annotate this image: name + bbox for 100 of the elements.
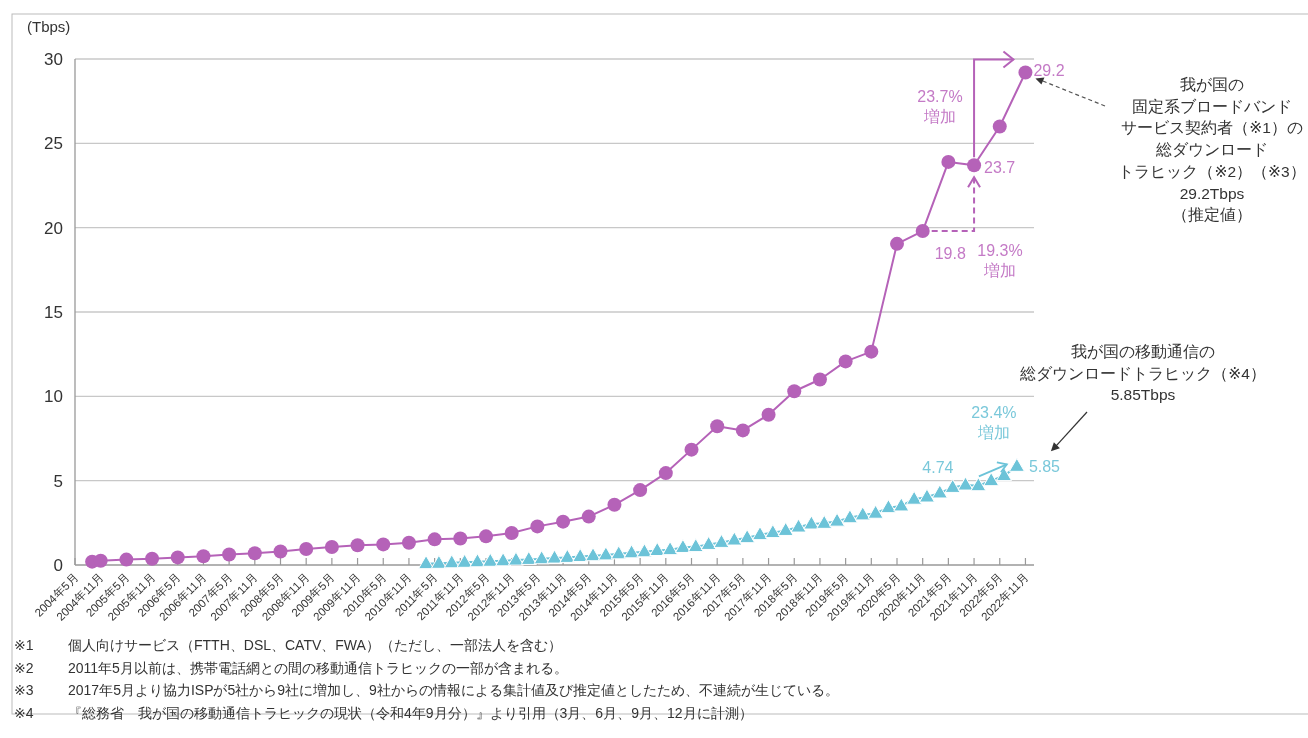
annotation: 23.7% 増加 (917, 88, 963, 125)
point (967, 158, 982, 173)
annotation: 5.85 (1028, 458, 1061, 476)
point (777, 521, 794, 536)
point (893, 497, 910, 512)
point (350, 538, 365, 553)
point (556, 514, 571, 529)
point (222, 547, 237, 562)
annotation: 23.4% 増加 (971, 404, 1017, 442)
point (915, 224, 930, 239)
point (787, 384, 802, 399)
point (482, 552, 499, 567)
point (427, 532, 442, 547)
annotation: 19.3% 増加 (977, 242, 1023, 279)
point (93, 553, 108, 568)
point (941, 154, 956, 169)
point (735, 423, 750, 438)
point (633, 483, 648, 498)
y-tick-label: 5 (53, 471, 63, 491)
point (196, 549, 211, 564)
text: 我が国の移動通信の総ダウンロードトラヒック（※4）5.85Tbps (1019, 343, 1266, 403)
annotation: 23.7 (984, 159, 1016, 177)
point (479, 529, 493, 544)
point (674, 538, 691, 553)
point (687, 538, 704, 553)
point (684, 442, 699, 457)
text: 我が国の固定系ブロードバンドサービス契約者（※1）の総ダウンロードトラヒック（※2）（※3）29.2Tbps（推定値） (1118, 76, 1306, 224)
point (610, 545, 627, 560)
point (597, 546, 614, 561)
point (710, 419, 725, 434)
point (761, 407, 776, 422)
point (1018, 65, 1033, 80)
point (623, 544, 640, 559)
point (658, 466, 673, 481)
annotation: 19.8 (934, 245, 966, 263)
y-tick-label: 10 (44, 387, 63, 407)
point (906, 490, 923, 505)
point (119, 552, 134, 567)
point (983, 472, 1000, 487)
text: ※4 『総務省 我が国の移動通信トラヒックの現状（令和4年9月分）』より引用（3月、6月、9月、12月に計測） (14, 704, 753, 721)
point (507, 551, 524, 566)
text: ※3 2017年5月より協力ISPが5社から9社に増加し、9社からの情報による集計値及び推定値としたため、不連続が生じている。 (14, 682, 839, 698)
point (764, 524, 781, 539)
point (299, 541, 314, 556)
point (530, 519, 545, 534)
point (880, 499, 897, 514)
point (1008, 457, 1025, 472)
point (453, 531, 468, 546)
point (469, 553, 486, 568)
point (418, 555, 435, 570)
point (854, 506, 871, 521)
point (838, 354, 853, 369)
point (739, 529, 756, 544)
point (944, 478, 961, 493)
y-tick-label: 30 (44, 50, 63, 69)
point (247, 546, 262, 561)
point (430, 554, 447, 569)
point (443, 554, 460, 569)
point (867, 504, 884, 519)
point (145, 551, 160, 566)
point (636, 543, 653, 558)
point (649, 541, 666, 556)
point (376, 537, 391, 552)
point (996, 467, 1013, 482)
point (504, 525, 519, 540)
point (957, 476, 974, 491)
point (918, 488, 935, 503)
point (713, 533, 730, 548)
point (752, 526, 768, 541)
point (607, 497, 622, 512)
y-tick-label: 15 (44, 303, 63, 322)
y-tick-label: 25 (44, 134, 63, 154)
point (992, 119, 1007, 134)
point (581, 509, 596, 524)
point (864, 344, 879, 359)
y-tick-label: 20 (44, 218, 63, 238)
point (841, 509, 858, 524)
point (585, 547, 602, 562)
point (890, 236, 904, 251)
point (803, 515, 820, 530)
point (829, 512, 846, 527)
text: ※1 個人向けサービス（FTTH、DSL、CATV、FWA）（ただし、一部法人を含む） (14, 637, 562, 653)
annotation: 4.74 (922, 459, 954, 477)
point (533, 550, 550, 565)
point (970, 477, 987, 492)
point (401, 535, 416, 550)
text: ※2 2011年5月以前は、携帯電話網との間の移動通信トラヒックの一部が含まれる。 (14, 659, 568, 676)
point (273, 544, 288, 559)
y-axis-title: (Tbps) (27, 18, 71, 35)
point (170, 550, 185, 565)
point (726, 531, 743, 546)
point (816, 514, 833, 529)
point (572, 548, 589, 563)
point (520, 550, 537, 565)
point (559, 548, 576, 563)
point (662, 541, 679, 556)
point (495, 552, 512, 567)
point (456, 553, 473, 568)
point (812, 372, 827, 387)
point (700, 535, 717, 550)
